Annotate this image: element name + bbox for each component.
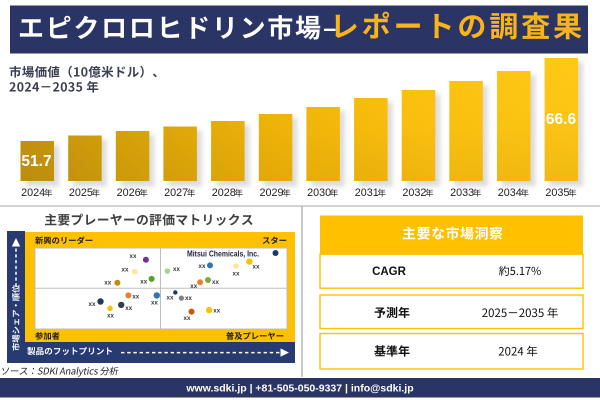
svg-text:xx: xx: [199, 263, 206, 270]
svg-text:xx: xx: [190, 283, 197, 290]
svg-text:CAGR: CAGR: [372, 266, 407, 278]
svg-text:xx: xx: [213, 308, 220, 315]
svg-text:xx: xx: [122, 267, 129, 274]
svg-text:2032: 2032: [402, 187, 426, 199]
svg-text:2024: 2024: [21, 187, 45, 199]
svg-text:2028: 2028: [212, 187, 236, 199]
svg-text:Mitsui Chemicals, Inc.: Mitsui Chemicals, Inc.: [187, 249, 259, 259]
svg-text:2035: 2035: [545, 187, 569, 199]
svg-text:xx: xx: [132, 294, 139, 301]
svg-text:2029: 2029: [259, 187, 283, 199]
svg-text:66.6: 66.6: [546, 111, 577, 128]
svg-text:xx: xx: [233, 271, 240, 278]
svg-text:www.sdki.jp | +81-505-050-9337: www.sdki.jp | +81-505-050-9337 | info@sd…: [185, 383, 413, 395]
svg-text:2031: 2031: [355, 187, 379, 199]
svg-text:xx: xx: [125, 305, 132, 312]
svg-text:xx: xx: [151, 300, 158, 307]
svg-text:xx: xx: [89, 301, 96, 308]
svg-text:2027: 2027: [164, 187, 188, 199]
svg-text:xx: xx: [212, 279, 219, 286]
svg-text:xx: xx: [104, 280, 111, 287]
svg-text:2030: 2030: [307, 187, 331, 199]
svg-text:2026: 2026: [117, 187, 141, 199]
svg-text:xx: xx: [173, 266, 180, 273]
svg-text:2034: 2034: [498, 187, 522, 199]
svg-text:51.7: 51.7: [21, 153, 51, 170]
svg-text:xx: xx: [107, 313, 114, 320]
svg-text:xx: xx: [167, 295, 174, 302]
svg-text:xx: xx: [185, 295, 192, 302]
svg-text:2033: 2033: [450, 187, 474, 199]
svg-text:2025: 2025: [69, 187, 93, 199]
svg-text:xx: xx: [184, 315, 191, 322]
svg-text:xx: xx: [253, 264, 260, 271]
svg-text:xx: xx: [130, 253, 137, 260]
svg-text:xx: xx: [140, 278, 147, 285]
